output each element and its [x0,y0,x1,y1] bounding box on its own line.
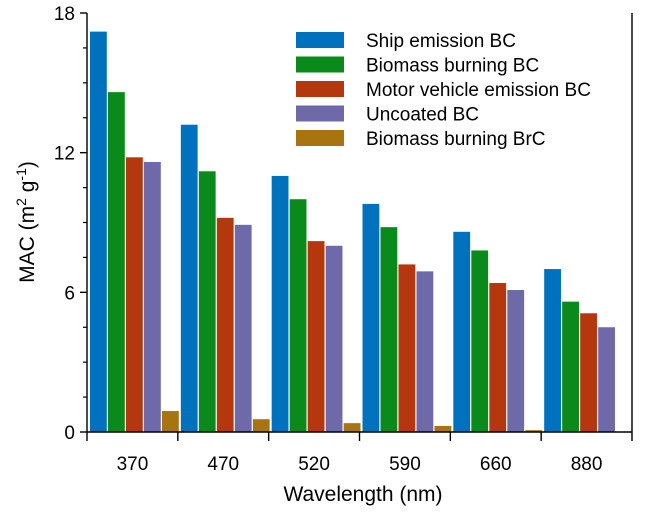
y-label-sup2: -1 [13,168,29,181]
bar-uncoated-bc-880 [598,327,615,432]
x-tick-label-590: 590 [389,454,421,475]
bar-ship-emission-bc-660 [453,231,471,432]
bar-motor-vehicle-emission-bc-880 [580,313,597,432]
legend-swatch-motor-vehicle-emission-bc [296,81,344,97]
legend-swatch-ship-emission-bc [296,32,344,48]
legend-swatch-biomass-burning-bc [296,56,344,73]
bar-biomass-burning-brc-590 [434,425,452,432]
bar-uncoated-bc-520 [325,245,343,432]
bar-uncoated-bc-470 [234,224,252,432]
bar-biomass-burning-brc-520 [343,423,361,432]
bar-ship-emission-bc-590 [362,203,380,432]
legend-label-biomass-burning-bc: Biomass burning BC [366,56,539,77]
bar-biomass-burning-brc-470 [252,419,270,432]
legend-label-ship-emission-bc: Ship emission BC [366,31,516,52]
bars-layer [90,31,615,433]
bar-biomass-burning-bc-370 [108,92,125,432]
bar-biomass-burning-bc-660 [471,250,489,432]
x-tick-label-660: 660 [480,454,512,475]
bar-biomass-burning-bc-470 [198,171,216,433]
bar-uncoated-bc-590 [416,271,434,432]
y-axis-label: MAC (m2 g-1) [13,161,39,283]
bar-ship-emission-bc-370 [90,31,107,433]
legend-label-biomass-burning-brc: Biomass burning BrC [366,129,546,150]
y-label-mid: g [16,181,39,199]
bar-uncoated-bc-660 [507,290,525,432]
legend-swatch-biomass-burning-brc [296,130,344,146]
axes-layer: 0 6 12 18 370 470 520 590 660 880 [54,4,633,475]
x-tick-label-470: 470 [207,454,239,475]
x-tick-label-880: 880 [571,454,603,475]
legend: Ship emission BC Biomass burning BC Motor … [296,31,591,150]
y-tick-label-12: 12 [54,144,75,165]
bar-biomass-burning-bc-590 [380,227,398,432]
legend-label-motor-vehicle-emission-bc: Motor vehicle emission BC [366,80,591,101]
y-tick-label-0: 0 [64,423,75,444]
bar-ship-emission-bc-470 [180,124,198,432]
bar-motor-vehicle-emission-bc-660 [489,283,507,432]
bar-uncoated-bc-370 [144,161,161,433]
bar-motor-vehicle-emission-bc-520 [307,241,325,432]
y-tick-label-18: 18 [54,4,75,25]
bar-biomass-burning-bc-520 [289,199,307,432]
x-tick-label-370: 370 [117,454,149,475]
bar-motor-vehicle-emission-bc-590 [398,264,416,432]
x-tick-label-520: 520 [298,454,330,475]
x-axis-label: Wavelength (nm) [283,483,442,506]
bar-biomass-burning-bc-880 [562,301,579,432]
bar-ship-emission-bc-880 [544,269,561,432]
legend-swatch-uncoated-bc [296,105,344,122]
bar-motor-vehicle-emission-bc-370 [126,157,143,432]
y-label-sup1: 2 [13,198,29,206]
bar-motor-vehicle-emission-bc-470 [216,217,234,432]
bar-ship-emission-bc-520 [271,175,289,432]
bar-biomass-burning-brc-660 [525,430,543,432]
legend-label-uncoated-bc: Uncoated BC [366,105,479,126]
bar-biomass-burning-brc-370 [162,411,179,432]
y-label-suffix: ) [16,161,39,168]
y-tick-label-6: 6 [64,283,75,304]
y-label-prefix: MAC (m [16,206,39,283]
